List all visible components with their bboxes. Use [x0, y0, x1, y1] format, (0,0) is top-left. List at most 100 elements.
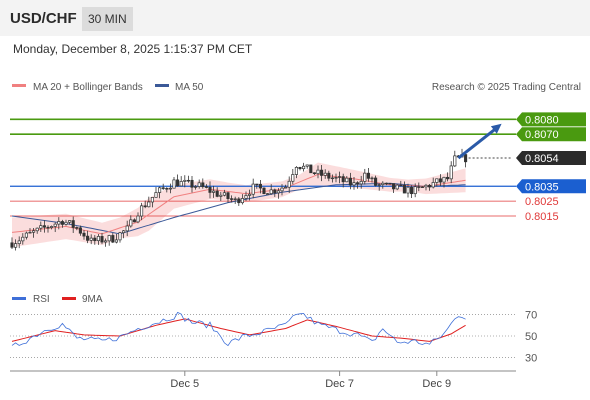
candle	[330, 174, 334, 183]
candle	[150, 197, 154, 208]
candle	[114, 233, 118, 244]
candle	[60, 219, 64, 228]
candle	[359, 175, 363, 189]
rsi-tick-label-70: 70	[525, 310, 537, 322]
candle	[129, 215, 133, 228]
forecast-arrow-shaft	[457, 127, 497, 160]
candle	[35, 227, 39, 234]
candle	[406, 183, 410, 198]
candle	[161, 183, 165, 190]
candle	[165, 187, 169, 193]
candle	[341, 173, 345, 188]
time-axis: Dec 5 Dec 7 Dec 9	[10, 370, 516, 390]
level-label-resistance-2: 0.8080	[525, 114, 559, 126]
candle	[28, 228, 32, 234]
candle	[392, 183, 396, 194]
candle	[269, 184, 273, 195]
candle	[147, 196, 151, 208]
candle	[53, 222, 57, 233]
candle	[320, 165, 324, 182]
candle	[122, 230, 126, 239]
candle	[294, 166, 298, 179]
candle	[410, 185, 414, 198]
candle	[399, 180, 403, 187]
key-levels	[10, 118, 516, 217]
rsi-ma-line	[11, 318, 466, 342]
rsi-ma-legend-swatch	[62, 297, 76, 300]
candle	[158, 186, 162, 199]
candle	[10, 237, 14, 249]
candle	[86, 230, 90, 244]
candle	[233, 196, 237, 204]
candle	[248, 189, 252, 201]
candle	[71, 216, 75, 233]
rsi-line	[11, 311, 466, 347]
candle	[370, 176, 374, 183]
candle	[78, 225, 82, 236]
copyright: Research © 2025 Trading Central	[432, 82, 581, 93]
candle	[244, 191, 248, 202]
candle	[377, 183, 381, 191]
candle	[431, 177, 435, 189]
candle	[21, 233, 25, 245]
candle	[255, 183, 259, 189]
level-label-support-1: 0.8025	[525, 196, 559, 208]
candle	[287, 176, 291, 193]
candle	[179, 176, 183, 187]
candle	[237, 197, 241, 206]
candle	[374, 175, 378, 187]
candle	[24, 231, 28, 240]
rsi-tick-label-50: 50	[525, 331, 537, 343]
candle	[323, 169, 327, 179]
candle	[226, 191, 230, 203]
candle	[14, 239, 18, 251]
last-price-label: 0.8054	[525, 153, 559, 165]
candle	[435, 178, 439, 187]
candle	[183, 175, 187, 188]
candle	[100, 232, 104, 245]
candle	[356, 181, 360, 189]
candle	[334, 173, 338, 183]
candle	[89, 234, 93, 245]
candle	[190, 175, 194, 193]
candle	[111, 233, 115, 244]
level-tag-resistance-2	[516, 112, 586, 127]
candle	[93, 235, 97, 245]
candle	[298, 166, 302, 171]
last-price-tag	[516, 151, 586, 166]
candle	[64, 219, 68, 226]
candle	[291, 168, 295, 185]
candle	[420, 186, 424, 188]
level-tag-pivot	[516, 179, 586, 194]
candle	[132, 218, 136, 223]
candle	[168, 183, 172, 194]
candle	[208, 181, 212, 199]
forecast-arrow-head	[490, 123, 502, 134]
timeframe-button[interactable]: 30 MIN	[82, 7, 133, 31]
candle	[413, 183, 417, 198]
price-labels: 0.8080 0.8070 0.8035 0.8025 0.8015 0.8054	[516, 112, 586, 223]
candle	[442, 176, 446, 188]
ma20-legend-label: MA 20 + Bollinger Bands	[33, 82, 143, 93]
time-tick-label: Dec 7	[325, 378, 354, 390]
candle	[449, 161, 453, 184]
candle	[262, 187, 266, 195]
candle	[309, 164, 313, 174]
level-label-resistance-1: 0.8070	[525, 129, 559, 141]
candle	[136, 212, 140, 224]
candle	[125, 220, 129, 237]
candle	[424, 183, 428, 191]
candle	[230, 195, 234, 203]
candle	[42, 220, 46, 233]
candle	[388, 182, 392, 185]
level-label-support-2: 0.8015	[525, 211, 559, 223]
candle	[204, 184, 208, 189]
candle	[176, 174, 180, 187]
candle	[46, 225, 50, 233]
symbol-label: USD/CHF	[10, 10, 77, 27]
candle	[438, 174, 442, 186]
candle	[327, 170, 331, 182]
candle	[57, 217, 61, 230]
candle	[32, 227, 36, 238]
